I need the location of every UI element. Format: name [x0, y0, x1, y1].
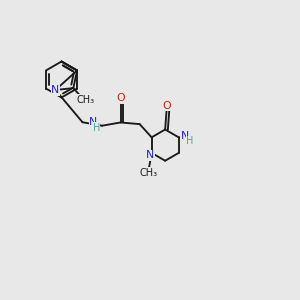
Text: N: N — [146, 150, 154, 160]
Text: H: H — [186, 136, 194, 146]
Text: H: H — [93, 123, 100, 133]
Text: N: N — [51, 85, 60, 95]
Text: O: O — [162, 100, 171, 110]
Text: O: O — [116, 94, 125, 103]
Text: CH₃: CH₃ — [76, 95, 94, 105]
Text: CH₃: CH₃ — [140, 168, 158, 178]
Text: N: N — [89, 117, 98, 127]
Text: N: N — [181, 131, 189, 141]
